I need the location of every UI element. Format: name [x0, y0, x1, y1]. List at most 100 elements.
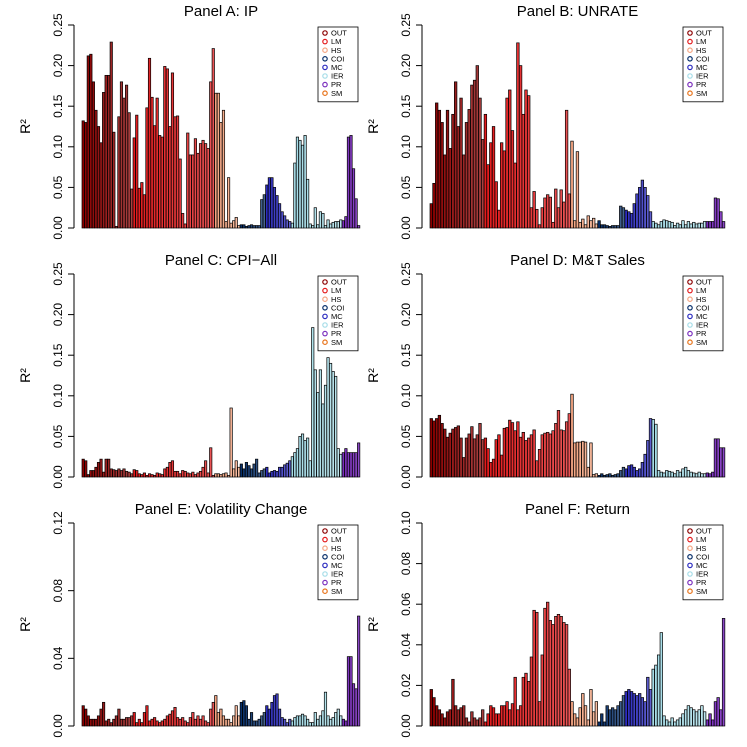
bar: [186, 472, 190, 478]
bar: [602, 721, 607, 727]
legend-swatch: [687, 304, 693, 311]
bar: [667, 721, 672, 727]
bar: [686, 470, 691, 478]
bar: [537, 701, 542, 727]
bar: [470, 426, 474, 478]
bar: [559, 429, 563, 478]
legend-swatch: [322, 279, 328, 285]
bar: [308, 460, 312, 478]
bar: [478, 423, 482, 478]
bar: [313, 712, 317, 727]
bar: [160, 474, 164, 478]
bar: [483, 113, 488, 229]
bar: [551, 221, 555, 229]
bar: [341, 452, 345, 478]
bar: [267, 708, 271, 727]
bar: [684, 466, 688, 478]
legend-label: IER: [696, 72, 709, 81]
legend-swatch: [322, 55, 328, 62]
bar: [513, 676, 517, 727]
bar: [354, 198, 358, 229]
bar: [629, 213, 634, 229]
bar: [306, 437, 310, 478]
bar: [204, 720, 208, 727]
bar: [255, 225, 259, 229]
bar: [464, 437, 469, 478]
bar: [112, 718, 116, 727]
legend-label: LM: [331, 535, 341, 544]
bar: [497, 209, 501, 229]
legend-swatch: [322, 579, 328, 586]
bar: [462, 154, 466, 229]
bar: [242, 224, 246, 229]
y-tick-label: 0.06: [399, 592, 413, 616]
y-tick-label: 0.15: [51, 343, 65, 367]
bar: [527, 437, 531, 478]
bar: [646, 195, 650, 229]
bar: [654, 664, 658, 727]
bar: [578, 441, 582, 478]
bar: [89, 53, 93, 229]
bar: [183, 720, 187, 727]
legend-swatch: [322, 536, 328, 543]
panel-title: Panel B: UNRATE: [517, 3, 638, 20]
bar: [656, 224, 661, 229]
y-tick-label: 0.15: [399, 343, 413, 367]
bar: [109, 722, 113, 727]
bar: [518, 705, 523, 727]
legend-label: HS: [696, 544, 706, 553]
bar: [719, 211, 723, 229]
bar: [181, 213, 185, 229]
bar: [89, 470, 93, 478]
legend-label: PR: [331, 578, 342, 587]
bar: [201, 715, 205, 727]
bar: [548, 433, 552, 478]
legend-label: LM: [331, 286, 341, 295]
bar: [300, 144, 305, 229]
bar: [619, 470, 623, 478]
bar: [119, 470, 124, 478]
bar: [540, 207, 544, 229]
bar: [201, 466, 205, 478]
bar: [244, 705, 248, 727]
legend-label: OUT: [696, 527, 712, 536]
bar: [651, 668, 655, 727]
legend-swatch: [687, 296, 693, 303]
y-tick-label: 0.04: [51, 646, 65, 670]
bar: [216, 712, 220, 727]
bar: [638, 187, 642, 229]
bar: [543, 197, 547, 229]
bar: [627, 465, 631, 478]
bar: [684, 224, 688, 229]
y-tick-label: 0.00: [51, 216, 65, 240]
bar: [481, 709, 485, 727]
bar: [84, 708, 88, 727]
bar: [252, 720, 256, 727]
bar: [316, 718, 320, 727]
bar: [429, 203, 433, 229]
bar: [600, 224, 604, 229]
bar: [510, 422, 515, 478]
y-tick-label: 0.08: [399, 552, 413, 576]
bar: [357, 442, 361, 478]
bar: [564, 421, 569, 478]
legend-label: COI: [331, 54, 344, 63]
bar: [193, 718, 197, 727]
legend-label: COI: [696, 303, 709, 312]
bar: [651, 419, 655, 478]
bar: [562, 201, 566, 229]
bar: [613, 474, 617, 478]
bar: [346, 452, 351, 478]
bar: [155, 472, 159, 478]
bar: [127, 112, 131, 229]
bar: [211, 475, 215, 478]
bar: [532, 191, 536, 229]
bar: [206, 472, 210, 478]
bar: [467, 109, 471, 229]
legend-swatch: [322, 64, 328, 71]
bar: [640, 179, 645, 229]
bar: [257, 718, 261, 727]
bar: [616, 225, 620, 229]
y-axis-label: R²: [365, 119, 381, 134]
bar: [694, 473, 699, 478]
